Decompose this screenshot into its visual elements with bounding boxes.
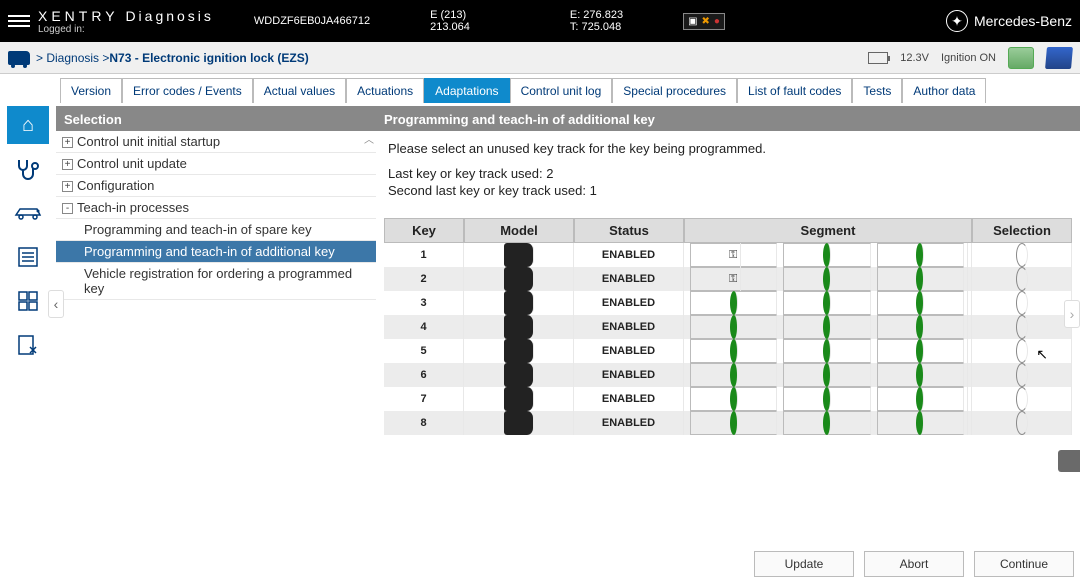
breadcrumb: > Diagnosis > N73 - Electronic ignition … — [0, 42, 1080, 74]
tree-item[interactable]: +Configuration — [56, 175, 376, 197]
tree-item[interactable]: -Teach-in processes — [56, 197, 376, 219]
abort-button[interactable]: Abort — [864, 551, 964, 577]
selection-radio[interactable] — [1016, 363, 1028, 387]
table-row: 5ENABLED — [384, 339, 1072, 363]
cursor-icon: ↖ — [1036, 346, 1048, 363]
key-fob-icon — [504, 315, 534, 339]
tab-list-of-fault-codes[interactable]: List of fault codes — [737, 78, 852, 103]
brand: XENTRY Diagnosis Logged in: — [38, 8, 214, 35]
home-icon[interactable]: ⌂ — [7, 106, 49, 144]
selection-radio[interactable] — [1016, 291, 1028, 315]
update-button[interactable]: Update — [754, 551, 854, 577]
mb-logo: ✦Mercedes-Benz — [946, 10, 1072, 32]
battery-icon — [868, 52, 888, 64]
table-row: 1ENABLED⚿ — [384, 243, 1072, 267]
car-icon[interactable] — [8, 51, 30, 65]
table-row: 3ENABLED — [384, 291, 1072, 315]
selection-radio[interactable] — [1016, 339, 1028, 363]
scroll-up-icon[interactable]: ︿ — [364, 131, 374, 146]
key-fob-icon — [504, 339, 534, 363]
right-panel: Programming and teach-in of additional k… — [376, 108, 1080, 581]
key-fob-icon — [504, 411, 534, 435]
selection-radio[interactable] — [1016, 243, 1028, 267]
tab-author-data[interactable]: Author data — [902, 78, 986, 103]
collapse-right-icon[interactable]: › — [1064, 300, 1080, 328]
breadcrumb-node[interactable]: N73 - Electronic ignition lock (EZS) — [109, 51, 308, 65]
table-header: Key Model Status Segment Selection — [384, 218, 1072, 243]
key-fob-icon — [504, 243, 534, 267]
print-icon[interactable] — [1008, 47, 1034, 69]
tab-control-unit-log[interactable]: Control unit log — [510, 78, 613, 103]
key-fob-icon — [504, 363, 534, 387]
key-icon: ⚿ — [726, 267, 741, 291]
ignition-status: Ignition ON — [941, 52, 996, 64]
tree-item[interactable]: Programming and teach-in of additional k… — [56, 241, 376, 263]
side-tab[interactable] — [1058, 450, 1080, 472]
selection-tree: Selection ︿ +Control unit initial startu… — [56, 108, 376, 581]
tab-special-procedures[interactable]: Special procedures — [612, 78, 737, 103]
breadcrumb-path[interactable]: > Diagnosis > — [36, 51, 109, 65]
key-fob-icon — [504, 267, 534, 291]
second-last-key-text: Second last key or key track used: 1 — [388, 183, 1068, 198]
table-row: 8ENABLED — [384, 411, 1072, 435]
tab-version[interactable]: Version — [60, 78, 122, 103]
table-row: 6ENABLED — [384, 363, 1072, 387]
left-toolbar: ⌂ — [0, 106, 56, 581]
tree-item[interactable]: Vehicle registration for ordering a prog… — [56, 263, 376, 300]
selection-radio[interactable] — [1016, 411, 1028, 435]
tab-adaptations[interactable]: Adaptations — [424, 78, 509, 103]
table-row: 2ENABLED⚿ — [384, 267, 1072, 291]
table-row: 4ENABLED — [384, 315, 1072, 339]
table-row: 7ENABLED — [384, 387, 1072, 411]
tab-actual-values[interactable]: Actual values — [253, 78, 346, 103]
window-controls[interactable]: ▣✖● — [683, 13, 725, 30]
key-icon: ⚿ — [726, 243, 741, 267]
collapse-left-icon[interactable]: ‹ — [48, 290, 64, 318]
bottom-buttons: Update Abort Continue — [754, 551, 1074, 577]
key-fob-icon — [504, 387, 534, 411]
selection-radio[interactable] — [1016, 267, 1028, 291]
top-bar: XENTRY Diagnosis Logged in: WDDZF6EB0JA4… — [0, 0, 1080, 42]
key-fob-icon — [504, 291, 534, 315]
selection-radio[interactable] — [1016, 387, 1028, 411]
vin: WDDZF6EB0JA466712 — [254, 15, 370, 27]
tab-error-codes-events[interactable]: Error codes / Events — [122, 78, 253, 103]
key-table: Key Model Status Segment Selection 1ENAB… — [384, 218, 1072, 435]
engine-info: E: 276.823T: 725.048 — [570, 9, 623, 33]
tab-strip: VersionError codes / EventsActual values… — [60, 78, 1080, 103]
panel-header: Programming and teach-in of additional k… — [376, 108, 1080, 131]
tab-tests[interactable]: Tests — [852, 78, 902, 103]
help-icon[interactable] — [1045, 47, 1073, 69]
grid-icon[interactable] — [7, 282, 49, 320]
list-icon[interactable] — [7, 238, 49, 276]
vehicle-icon[interactable] — [7, 194, 49, 232]
continue-button[interactable]: Continue — [974, 551, 1074, 577]
selection-radio[interactable] — [1016, 315, 1028, 339]
tree-item[interactable]: Programming and teach-in of spare key — [56, 219, 376, 241]
last-key-text: Last key or key track used: 2 — [388, 166, 1068, 181]
tab-actuations[interactable]: Actuations — [346, 78, 424, 103]
voltage: 12.3V — [900, 52, 929, 64]
tree-item[interactable]: +Control unit update — [56, 153, 376, 175]
menu-icon[interactable] — [8, 15, 30, 27]
model-info: E (213)213.064 — [430, 9, 470, 33]
diagnosis-icon[interactable] — [7, 150, 49, 188]
instruction-text: Please select an unused key track for th… — [388, 141, 1068, 156]
tree-item[interactable]: +Control unit initial startup — [56, 131, 376, 153]
tree-header: Selection — [56, 108, 376, 131]
tools-icon[interactable] — [7, 326, 49, 364]
